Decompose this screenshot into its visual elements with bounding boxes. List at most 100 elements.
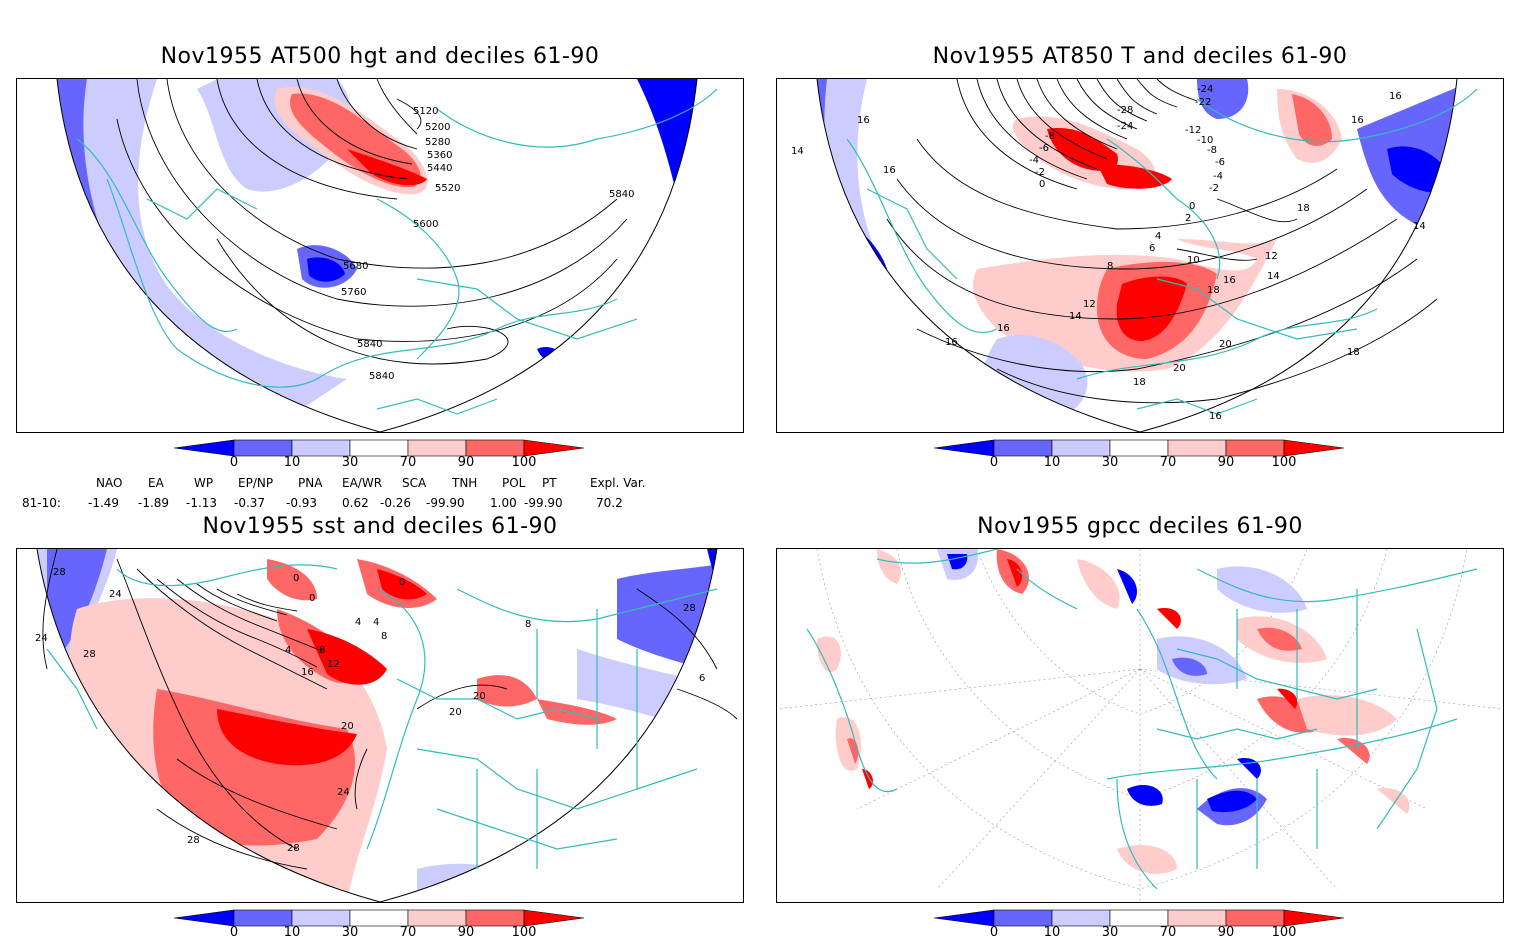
contour-label: 14 <box>791 146 804 157</box>
contour-label: 18 <box>1133 377 1146 388</box>
colorbar-3-labels: 0 10 30 70 90 100 <box>174 925 594 940</box>
index-value: -1.49 <box>88 496 120 510</box>
contour-label: 20 <box>449 707 462 718</box>
contour-label: 6 <box>699 673 705 684</box>
contour-label: 8 <box>381 631 387 642</box>
colorbar-tick-label: 70 <box>399 925 417 940</box>
colorbar-3 <box>174 909 585 927</box>
contour-label: 24 <box>109 589 122 600</box>
contour-label: 5680 <box>343 261 368 272</box>
colorbar-segment <box>993 909 1053 927</box>
colorbar-segment <box>523 909 585 927</box>
colorbar-segment <box>174 439 235 457</box>
index-value: -0.93 <box>286 496 318 510</box>
colorbar-segment <box>233 909 293 927</box>
colorbar-segment <box>1051 909 1111 927</box>
colorbar-2 <box>934 439 1345 457</box>
contour-label: 5760 <box>341 287 366 298</box>
contour-label: 16 <box>1351 115 1364 126</box>
map-panel-sst: 28 24 24 28 0 0 0 4 4 4 8 8 12 16 20 20 … <box>16 548 744 903</box>
colorbar-segment <box>934 909 995 927</box>
colorbar-tick-label: 0 <box>229 925 239 940</box>
colorbar-tick-label: 10 <box>283 925 301 940</box>
contour-label: 14 <box>1267 271 1280 282</box>
index-value: 0.62 <box>342 496 369 510</box>
map-panel-at500-hgt: 5120 5200 5280 5360 5440 5520 5600 5680 … <box>16 78 744 433</box>
colorbar-tick-label: 100 <box>511 455 537 470</box>
index-value: -0.37 <box>234 496 266 510</box>
contour-label: 4 <box>1155 231 1161 242</box>
contour-label: 18 <box>1297 203 1310 214</box>
contour-label: 4 <box>373 617 379 628</box>
contour-label: 28 <box>287 843 300 854</box>
colorbar-segment <box>1225 909 1285 927</box>
colorbar-tick-label: 90 <box>457 925 475 940</box>
map-gpcc <box>777 549 1503 902</box>
colorbar-tick-label: 10 <box>283 455 301 470</box>
index-value: -1.13 <box>186 496 218 510</box>
index-value: -0.26 <box>380 496 412 510</box>
contour-label: 12 <box>1083 299 1096 310</box>
contour-label: -24 <box>1197 84 1213 95</box>
contour-label: 8 <box>525 619 531 630</box>
contour-label: 5440 <box>427 163 452 174</box>
colorbar-segment <box>291 439 351 457</box>
contour-label: 16 <box>883 165 896 176</box>
colorbar-2-labels: 0 10 30 70 90 100 <box>934 455 1354 471</box>
contour-label: 8 <box>319 645 325 656</box>
contour-label: 16 <box>1389 91 1402 102</box>
contour-label: 5360 <box>427 150 452 161</box>
contour-label: 12 <box>1265 251 1278 262</box>
contour-label: 20 <box>473 691 486 702</box>
contour-label: 0 <box>1039 179 1045 190</box>
contour-label: -28 <box>1117 105 1133 116</box>
colorbar-tick-label: 70 <box>1159 925 1177 940</box>
contour-label: -4 <box>1213 171 1223 182</box>
colorbar-tick-label: 90 <box>457 455 475 470</box>
index-header: NAO <box>96 476 123 490</box>
contour-label: -12 <box>1185 125 1201 136</box>
contour-label: -6 <box>1215 157 1225 168</box>
contour-label: -22 <box>1195 97 1211 108</box>
contour-label: 5200 <box>425 122 450 133</box>
index-header: TNH <box>452 476 478 490</box>
map-panel-at850-t: -24 -22 -28 -24 -12 -8 -6 -4 -2 0 -10 -8… <box>776 78 1504 433</box>
colorbar-4-labels: 0 10 30 70 90 100 <box>934 925 1354 940</box>
index-header: WP <box>194 476 214 490</box>
index-header: EA <box>148 476 164 490</box>
contour-label: 28 <box>83 649 96 660</box>
contour-label: 28 <box>683 603 696 614</box>
contour-label: 24 <box>337 787 350 798</box>
contour-label: 28 <box>187 835 200 846</box>
contour-label: 5840 <box>609 189 634 200</box>
index-header: SCA <box>402 476 427 490</box>
colorbar-tick-label: 10 <box>1043 925 1061 940</box>
indices-table: NAO EA WP EP/NP PNA EA/WR SCA TNH POL PT… <box>0 474 760 514</box>
contour-label: 24 <box>35 633 48 644</box>
colorbar-segment <box>1283 909 1345 927</box>
contour-labels: 28 24 24 28 0 0 0 4 4 4 8 8 12 16 20 20 … <box>35 567 705 854</box>
map-at850: -24 -22 -28 -24 -12 -8 -6 -4 -2 0 -10 -8… <box>777 79 1503 432</box>
index-value: 1.00 <box>490 496 517 510</box>
colorbar-1 <box>174 439 585 457</box>
colorbar-tick-label: 30 <box>341 925 359 940</box>
colorbar-1-labels: 0 10 30 70 90 100 <box>174 455 594 471</box>
contour-label: -10 <box>1197 135 1213 146</box>
colorbar-tick-label: 90 <box>1217 925 1235 940</box>
contour-label: 16 <box>1209 411 1222 422</box>
contour-label: 14 <box>1413 221 1426 232</box>
contour-label: 5120 <box>413 106 438 117</box>
index-header: PNA <box>298 476 323 490</box>
index-header: Expl. Var. <box>590 476 646 490</box>
contour-label: 4 <box>355 617 361 628</box>
colorbar-tick-label: 0 <box>989 455 999 470</box>
contour-label: -8 <box>1207 145 1217 156</box>
colorbar-tick-label: 30 <box>1101 925 1119 940</box>
colorbar-tick-label: 0 <box>989 925 999 940</box>
contour-labels: -24 -22 -28 -24 -12 -8 -6 -4 -2 0 -10 -8… <box>791 84 1426 422</box>
contour-labels: 5120 5200 5280 5360 5440 5520 5600 5680 … <box>341 106 634 382</box>
panel-2-title: Nov1955 AT850 T and deciles 61-90 <box>932 44 1348 69</box>
colorbar-tick-label: 70 <box>399 455 417 470</box>
contour-label: -4 <box>1029 155 1039 166</box>
index-row-label: 81-10: <box>22 496 61 510</box>
